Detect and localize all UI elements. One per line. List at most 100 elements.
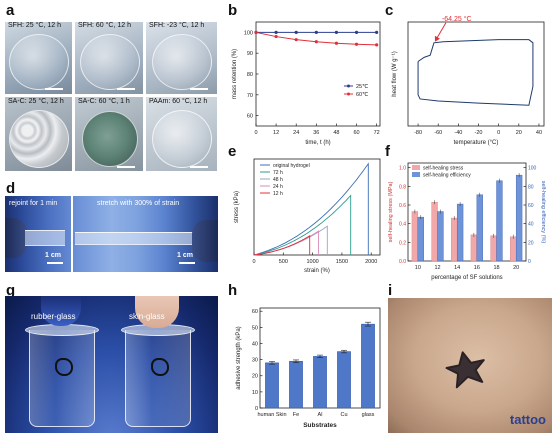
annotation-arrow xyxy=(435,22,447,41)
legend-label: 72 h xyxy=(273,170,283,176)
chart-h: 0 10 20 30 40 50 60 human Skin Fe Al Cu glass Substr… xyxy=(236,307,381,429)
photo-sfh-25 xyxy=(5,22,72,94)
scale-bar xyxy=(117,88,135,90)
petri-dish-wrinkled xyxy=(9,110,69,168)
data-point xyxy=(254,30,258,34)
x-tick-label: 60 xyxy=(353,130,359,136)
x-tick-label: 500 xyxy=(279,259,288,265)
data-point xyxy=(314,30,318,34)
divider xyxy=(71,196,73,272)
bar-efficiency xyxy=(496,180,503,262)
x-tick-label: Al xyxy=(318,412,323,418)
data-point xyxy=(354,42,359,46)
plot-frame xyxy=(407,162,527,262)
x-tick-label: -60 xyxy=(434,130,442,136)
y-tick-label: 20 xyxy=(252,374,258,380)
x-tick-label: 0 xyxy=(254,130,257,136)
y2-tick-label: 40 xyxy=(528,222,534,228)
y-tick-label: 0 xyxy=(255,406,258,412)
bar xyxy=(361,323,375,409)
x-tick-label: 12 xyxy=(273,130,279,136)
x-tick-label: 72 xyxy=(374,130,380,136)
chart-c: -80 -60 -40 -20 0 20 40 temperature (°C) heat fl… xyxy=(392,15,545,146)
panel-a: a SFH: 25 °C, 12 h SFH: 60 °C, 12 h SFH:… xyxy=(0,0,222,172)
stress-strain-curve-2 xyxy=(253,225,328,256)
petri-dish-dried xyxy=(82,111,138,167)
x-axis-label: temperature (°C) xyxy=(454,140,499,146)
y-tick-label: 100 xyxy=(244,30,253,36)
x-tick-label: -80 xyxy=(414,130,422,136)
stress-strain-curve-3 xyxy=(253,230,319,256)
chart-e: 0 500 1000 1500 2000 strain (%) stress (kPa) or… xyxy=(234,158,381,274)
y-tick-label: 40 xyxy=(252,341,258,347)
y-tick-label: 60 xyxy=(252,309,258,315)
legend-label: self-healing efficiency xyxy=(423,173,471,179)
caption-skin-glass: skin-glass xyxy=(129,312,165,321)
scale-bar-right xyxy=(179,262,195,264)
petri-dish xyxy=(152,110,212,168)
chart-b: 0 12 24 36 48 60 72 60 70 80 90 100 time, t (h) mass … xyxy=(232,21,381,146)
bar xyxy=(289,360,303,409)
data-point xyxy=(274,30,278,34)
scale-bar xyxy=(117,166,135,168)
y2-tick-label: 20 xyxy=(528,240,534,246)
caption-sfh-minus23: SFH: -23 °C, 12 h xyxy=(149,22,205,29)
photo-sac-25 xyxy=(5,97,72,171)
bar-stress xyxy=(431,202,438,262)
x-tick-label: 20 xyxy=(516,130,522,136)
x-tick-label: 2000 xyxy=(365,259,377,265)
data-point xyxy=(354,30,359,34)
y2-tick-label: 100 xyxy=(528,166,537,172)
x-tick-label: Cu xyxy=(340,412,347,418)
y2-tick-label: 0 xyxy=(528,259,531,265)
data-point xyxy=(294,30,298,34)
heat-flow-curve xyxy=(417,39,534,106)
x-tick-label: 1500 xyxy=(336,259,348,265)
panel-label-b: b xyxy=(228,2,238,19)
scale-bar xyxy=(190,88,208,90)
photo-paam-60 xyxy=(146,97,217,171)
y-axis-label: mass retention (%) xyxy=(232,49,238,99)
y2-tick-label: 60 xyxy=(528,203,534,209)
caption-rejoint: rejoint for 1 min xyxy=(9,200,58,207)
y-tick-label: 0.4 xyxy=(399,222,406,228)
annotation-arrowhead xyxy=(434,35,440,42)
y-tick-label: 0.2 xyxy=(399,240,406,246)
panel-label-f: f xyxy=(385,143,390,160)
data-point xyxy=(375,43,379,47)
photo-stretch: rejoint for 1 min stretch with 300% of s… xyxy=(5,196,218,272)
x-tick-label: human Skin xyxy=(257,412,286,418)
plot-frame xyxy=(255,21,381,127)
y-tick-label: 80 xyxy=(247,72,253,78)
x-tick-label: 24 xyxy=(293,130,299,136)
legend-swatch xyxy=(412,165,420,170)
bar xyxy=(313,356,327,409)
y-axis-label: adhesive strength (kPa) xyxy=(236,326,242,389)
legend-label: 48 h xyxy=(273,177,283,183)
caption-sfh-25: SFH: 25 °C, 12 h xyxy=(8,22,61,29)
petri-dish xyxy=(80,34,140,90)
y-tick-label: 70 xyxy=(247,93,253,99)
bar-stress xyxy=(470,234,478,262)
x-axis-label: percentage of SF solutions xyxy=(431,275,502,281)
stress-strain-curve-4 xyxy=(253,235,311,256)
caption-sfh-60: SFH: 60 °C, 12 h xyxy=(78,22,131,29)
y-tick-label: 90 xyxy=(247,51,253,57)
bar-efficiency xyxy=(417,216,424,262)
bar-stress xyxy=(411,211,419,262)
scale-label-right: 1 cm xyxy=(177,252,193,259)
legend-label: 25℃ xyxy=(356,84,369,90)
stress-strain-curve-0 xyxy=(253,162,369,256)
caption-sac-60: SA-C: 60 °C, 1 h xyxy=(78,98,130,105)
y2-axis-label: self-healing efficiency (%) xyxy=(540,181,546,244)
x-tick-label: 10 xyxy=(415,265,421,271)
x-tick-label: 14 xyxy=(454,265,460,271)
x-tick-label: 12 xyxy=(434,265,440,271)
legend-swatch xyxy=(412,172,420,177)
scale-bar xyxy=(190,166,208,168)
y-tick-label: 0.0 xyxy=(399,259,406,265)
legend-label: original hydrogel xyxy=(273,163,310,169)
bar xyxy=(265,362,279,409)
beaker-mark-right xyxy=(151,358,169,376)
photo-sfh-minus23 xyxy=(146,22,217,94)
